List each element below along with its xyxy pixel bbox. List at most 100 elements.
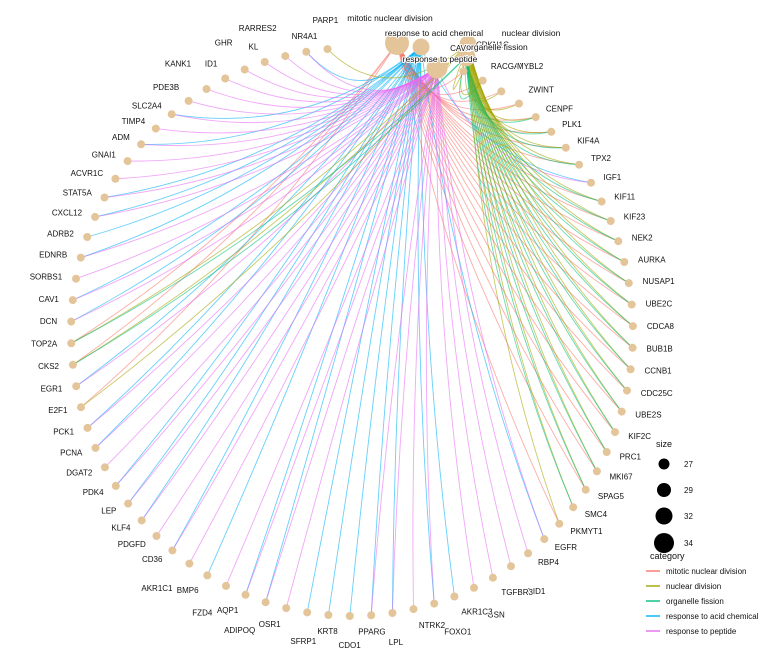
network-edge	[72, 56, 467, 366]
gene-label-PPARG: PPARG	[358, 627, 385, 636]
network-edge	[206, 46, 422, 576]
network-edge	[436, 67, 494, 578]
gene-node-ZWINT	[515, 99, 523, 108]
gene-label-KRT8: KRT8	[317, 627, 338, 636]
gene-node-AKR1C3	[450, 592, 459, 601]
gene-node-KANK1	[202, 85, 211, 93]
gene-label-PARP1: PARP1	[313, 16, 339, 25]
network-edge	[245, 67, 438, 595]
network-edge	[155, 67, 438, 134]
network-edge	[436, 67, 529, 554]
gene-node-layer	[67, 45, 637, 620]
gene-label-GNAI1: GNAI1	[92, 151, 117, 160]
network-edge	[87, 67, 438, 429]
network-edge	[327, 46, 422, 616]
gene-label-FOXO1: FOXO1	[444, 628, 472, 637]
gene-label-PDE3B: PDE3B	[153, 83, 179, 92]
size-legend-dot-34	[654, 533, 674, 553]
gene-label-UBE2S: UBE2S	[635, 411, 661, 420]
gene-node-KLF4	[137, 516, 146, 525]
size-legend-value: 27	[684, 460, 693, 469]
gene-label-MKI67: MKI67	[610, 473, 634, 482]
network-edge	[265, 67, 438, 603]
network-edge	[141, 67, 438, 147]
gene-label-KIF23: KIF23	[624, 213, 646, 222]
network-edge	[467, 43, 623, 412]
network-edge	[396, 42, 634, 327]
gene-label-PLK1: PLK1	[562, 120, 582, 129]
size-legend-value: 29	[684, 486, 693, 495]
gene-node-MKI67	[592, 467, 601, 476]
network-edge	[80, 43, 469, 408]
network-edge	[72, 42, 398, 366]
network-edge	[171, 46, 422, 119]
gene-node-CDKN1C	[459, 67, 468, 76]
gene-node-RBP4	[524, 549, 533, 558]
gene-label-PKMYT1: PKMYT1	[570, 527, 603, 536]
gene-label-SLC2A4: SLC2A4	[132, 102, 162, 111]
gene-node-CDCA8	[628, 322, 637, 331]
gene-label-ACVR1C: ACVR1C	[71, 169, 104, 178]
gene-node-CENPF	[531, 113, 540, 122]
gene-label-CCNB1: CCNB1	[645, 367, 673, 376]
network-edge	[104, 67, 438, 198]
gene-node-KIF4A	[561, 143, 570, 152]
gene-label-TPX2: TPX2	[591, 154, 612, 163]
network-edge	[436, 67, 512, 567]
gene-node-ADIPOQ	[261, 598, 270, 607]
gene-node-KIF11	[597, 197, 606, 206]
network-edge	[305, 46, 422, 81]
gene-label-CDC25C: CDC25C	[641, 389, 673, 398]
network-edge	[70, 43, 469, 344]
gene-node-E2F1	[77, 403, 85, 412]
gene-node-NEK2	[614, 237, 623, 246]
gene-node-AQP1	[241, 590, 250, 599]
network-edge	[467, 43, 631, 370]
category-node-response-to-peptide	[426, 57, 448, 79]
network-edge	[95, 67, 438, 449]
gene-node-CXCL12	[91, 212, 100, 221]
gene-node-EGFR	[540, 535, 549, 544]
gene-node-KIF2C	[611, 428, 619, 437]
category-legend-label: response to acid chemical	[666, 612, 759, 621]
gene-node-PKMYT1	[555, 519, 564, 528]
network-edge	[396, 42, 560, 524]
gene-node-PDE3B	[184, 96, 193, 105]
gene-label-RBP4: RBP4	[538, 558, 559, 567]
category-label-response-to-peptide: response to peptide	[403, 54, 478, 64]
network-edge	[75, 67, 438, 280]
size-legend-value: 34	[684, 539, 693, 548]
gene-node-SPAG5	[581, 485, 590, 494]
gene-node-FOXO1	[430, 599, 439, 608]
gene-label-DGAT2: DGAT2	[66, 469, 93, 478]
network-edge	[467, 43, 632, 305]
category-legend-label: organelle fission	[666, 597, 724, 606]
gene-label-CD36: CD36	[142, 555, 163, 564]
network-edge	[141, 46, 422, 145]
gene-label-RARRES2: RARRES2	[239, 24, 277, 33]
gene-label-ADM: ADM	[112, 133, 130, 142]
size-legend-dot-27	[658, 458, 670, 470]
gene-label-PDK4: PDK4	[83, 488, 104, 497]
gene-node-CD36	[168, 546, 177, 555]
gene-node-ADM	[137, 140, 146, 149]
network-edge	[115, 67, 438, 180]
gene-label-NTRK2: NTRK2	[419, 621, 446, 630]
network-edge	[75, 67, 438, 387]
gene-node-SORBS1	[72, 274, 80, 283]
gene-label-CAV2: CAV2	[450, 44, 471, 53]
gene-node-IGF1	[587, 178, 595, 187]
gene-node-BMP6	[203, 571, 212, 580]
gene-label-DCN: DCN	[40, 317, 58, 326]
network-edge	[467, 43, 633, 349]
gene-node-PCNA	[91, 443, 100, 452]
gene-label-PDGFD: PDGFD	[118, 540, 146, 549]
gene-label-AURKA: AURKA	[638, 255, 666, 264]
network-edge	[285, 67, 438, 609]
network-edge	[420, 46, 455, 597]
network-edge	[436, 67, 545, 540]
gene-node-UBE2S	[617, 407, 626, 416]
network-edge	[465, 56, 632, 305]
network-edge	[225, 67, 438, 587]
